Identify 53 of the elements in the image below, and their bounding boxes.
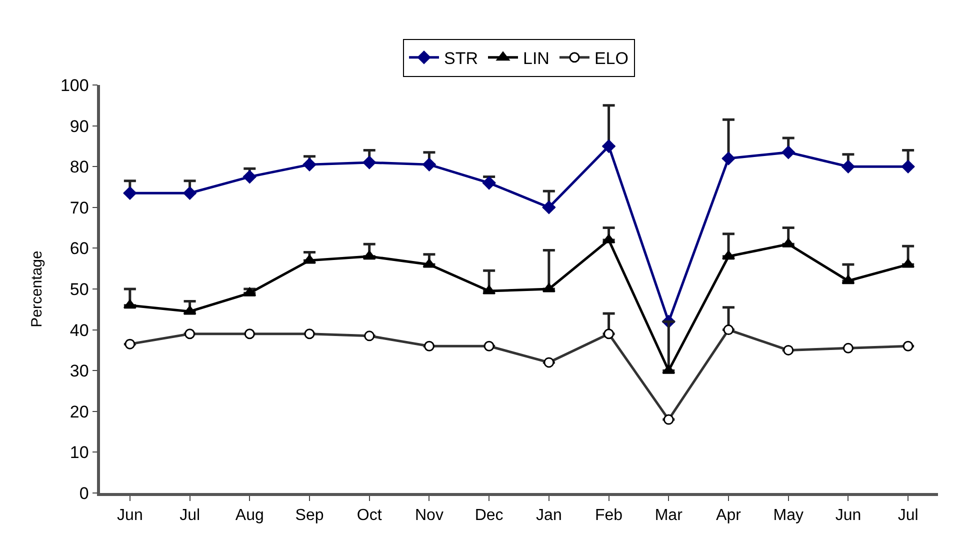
point: [901, 160, 915, 174]
point: [542, 283, 556, 292]
point: [902, 258, 915, 268]
y-tick-label: 80: [70, 158, 89, 177]
legend-label: STR: [444, 49, 478, 68]
point: [722, 152, 736, 166]
legend-label: ELO: [594, 49, 628, 68]
y-tick-label: 60: [70, 239, 89, 258]
y-tick-label: 90: [70, 116, 89, 136]
y-tick-label: 30: [70, 362, 89, 381]
x-tick-label: Feb: [595, 506, 623, 524]
x-tick-label: Jan: [536, 506, 562, 524]
x-tick-label: Apr: [716, 506, 742, 524]
point: [842, 275, 855, 284]
x-tick-label: Jun: [835, 506, 862, 524]
point: [123, 300, 136, 309]
y-tick-label: 0: [79, 484, 89, 503]
y-tick-label: 20: [70, 402, 89, 422]
x-tick-label: May: [773, 506, 804, 524]
x-tick-label: Aug: [235, 506, 264, 524]
point: [183, 306, 196, 315]
point: [602, 140, 616, 153]
x-tick-label: Oct: [356, 506, 382, 524]
point: [183, 186, 196, 200]
y-tick-label: 100: [60, 76, 89, 95]
x-tick-label: Sep: [295, 506, 324, 524]
point: [243, 170, 256, 184]
point: [422, 258, 436, 268]
x-tick-label: Dec: [474, 506, 504, 524]
point: [842, 160, 855, 174]
point: [482, 285, 496, 294]
y-axis-title: Percentage: [28, 250, 46, 328]
x-tick-label: Nov: [414, 506, 444, 524]
x-tick-label: Jul: [898, 506, 918, 524]
point: [362, 250, 376, 260]
y-tick-label: 40: [70, 320, 89, 340]
point: [662, 364, 676, 374]
x-tick-label: Jul: [180, 506, 200, 524]
point: [302, 158, 316, 172]
y-tick-label: 70: [70, 198, 89, 218]
point: [782, 146, 795, 159]
point: [782, 238, 795, 248]
point: [482, 176, 496, 190]
point: [362, 156, 376, 170]
point: [602, 234, 616, 244]
point: [542, 200, 556, 214]
point: [123, 186, 137, 200]
y-tick-label: 50: [70, 280, 89, 299]
y-tick-label: 10: [70, 443, 89, 462]
x-tick-label: Mar: [654, 506, 684, 524]
legend-label: LIN: [523, 49, 550, 68]
point: [422, 158, 436, 172]
x-tick-label: Jun: [117, 506, 143, 524]
